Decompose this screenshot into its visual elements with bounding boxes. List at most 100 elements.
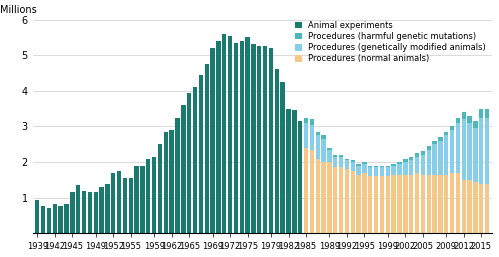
Bar <box>392 175 396 233</box>
Bar <box>444 132 449 135</box>
Bar <box>339 168 343 233</box>
Text: Millions: Millions <box>0 5 37 15</box>
Bar <box>368 176 372 233</box>
Bar <box>485 183 490 233</box>
Bar <box>356 166 361 175</box>
Bar <box>315 159 320 233</box>
Bar <box>315 135 320 159</box>
Bar <box>485 117 490 183</box>
Bar <box>351 160 355 162</box>
Bar <box>327 162 332 233</box>
Bar <box>321 139 326 162</box>
Bar <box>187 93 192 233</box>
Bar <box>362 162 367 164</box>
Bar <box>333 157 337 168</box>
Bar <box>345 169 349 233</box>
Bar <box>450 130 454 173</box>
Bar <box>427 175 431 233</box>
Bar <box>473 182 478 233</box>
Bar <box>228 35 232 233</box>
Bar <box>397 164 402 175</box>
Bar <box>304 117 308 123</box>
Bar <box>415 153 419 157</box>
Bar <box>292 111 296 233</box>
Bar <box>386 176 390 233</box>
Bar <box>321 162 326 233</box>
Bar <box>356 164 361 166</box>
Bar <box>134 166 139 233</box>
Bar <box>427 146 431 150</box>
Bar <box>380 176 384 233</box>
Bar <box>47 208 51 233</box>
Bar <box>70 192 74 233</box>
Bar <box>473 121 478 128</box>
Bar <box>251 44 255 233</box>
Bar <box>368 166 372 168</box>
Bar <box>462 119 466 180</box>
Bar <box>427 150 431 175</box>
Bar <box>479 117 484 183</box>
Bar <box>304 117 308 233</box>
Bar <box>304 148 308 233</box>
Bar <box>438 175 443 233</box>
Bar <box>339 157 343 168</box>
Bar <box>403 175 408 233</box>
Bar <box>280 82 285 233</box>
Bar <box>111 173 115 233</box>
Bar <box>152 157 156 233</box>
Bar <box>444 175 449 233</box>
Legend: Animal experiments, Procedures (harmful genetic mutations), Procedures (genetica: Animal experiments, Procedures (harmful … <box>293 19 488 65</box>
Bar <box>310 150 314 233</box>
Bar <box>380 168 384 176</box>
Bar <box>199 75 203 233</box>
Bar <box>345 160 349 169</box>
Bar <box>327 148 332 150</box>
Bar <box>380 166 384 168</box>
Bar <box>269 48 273 233</box>
Bar <box>41 206 45 233</box>
Bar <box>35 199 39 233</box>
Bar <box>409 157 413 160</box>
Bar <box>52 204 57 233</box>
Bar <box>123 178 127 233</box>
Bar <box>327 150 332 162</box>
Bar <box>479 109 484 117</box>
Bar <box>222 34 227 233</box>
Bar <box>351 171 355 233</box>
Bar <box>164 132 168 233</box>
Bar <box>170 130 174 233</box>
Bar <box>421 155 425 175</box>
Bar <box>76 185 80 233</box>
Bar <box>286 109 291 233</box>
Bar <box>298 121 302 233</box>
Bar <box>140 166 145 233</box>
Bar <box>146 159 151 233</box>
Bar <box>64 204 69 233</box>
Bar <box>240 41 244 233</box>
Bar <box>468 180 472 233</box>
Bar <box>175 117 180 233</box>
Bar <box>468 123 472 180</box>
Bar <box>351 162 355 171</box>
Bar <box>473 128 478 182</box>
Bar <box>345 159 349 160</box>
Bar <box>415 173 419 233</box>
Bar <box>438 141 443 175</box>
Bar <box>246 37 250 233</box>
Bar <box>304 123 308 148</box>
Bar <box>386 168 390 176</box>
Bar <box>58 206 63 233</box>
Bar <box>485 109 490 117</box>
Bar <box>432 141 437 144</box>
Bar <box>397 162 402 164</box>
Bar <box>403 159 408 162</box>
Bar <box>415 157 419 173</box>
Bar <box>88 192 92 233</box>
Bar <box>409 160 413 175</box>
Bar <box>333 168 337 233</box>
Bar <box>117 171 121 233</box>
Bar <box>321 135 326 139</box>
Bar <box>450 126 454 130</box>
Bar <box>339 155 343 157</box>
Bar <box>403 162 408 175</box>
